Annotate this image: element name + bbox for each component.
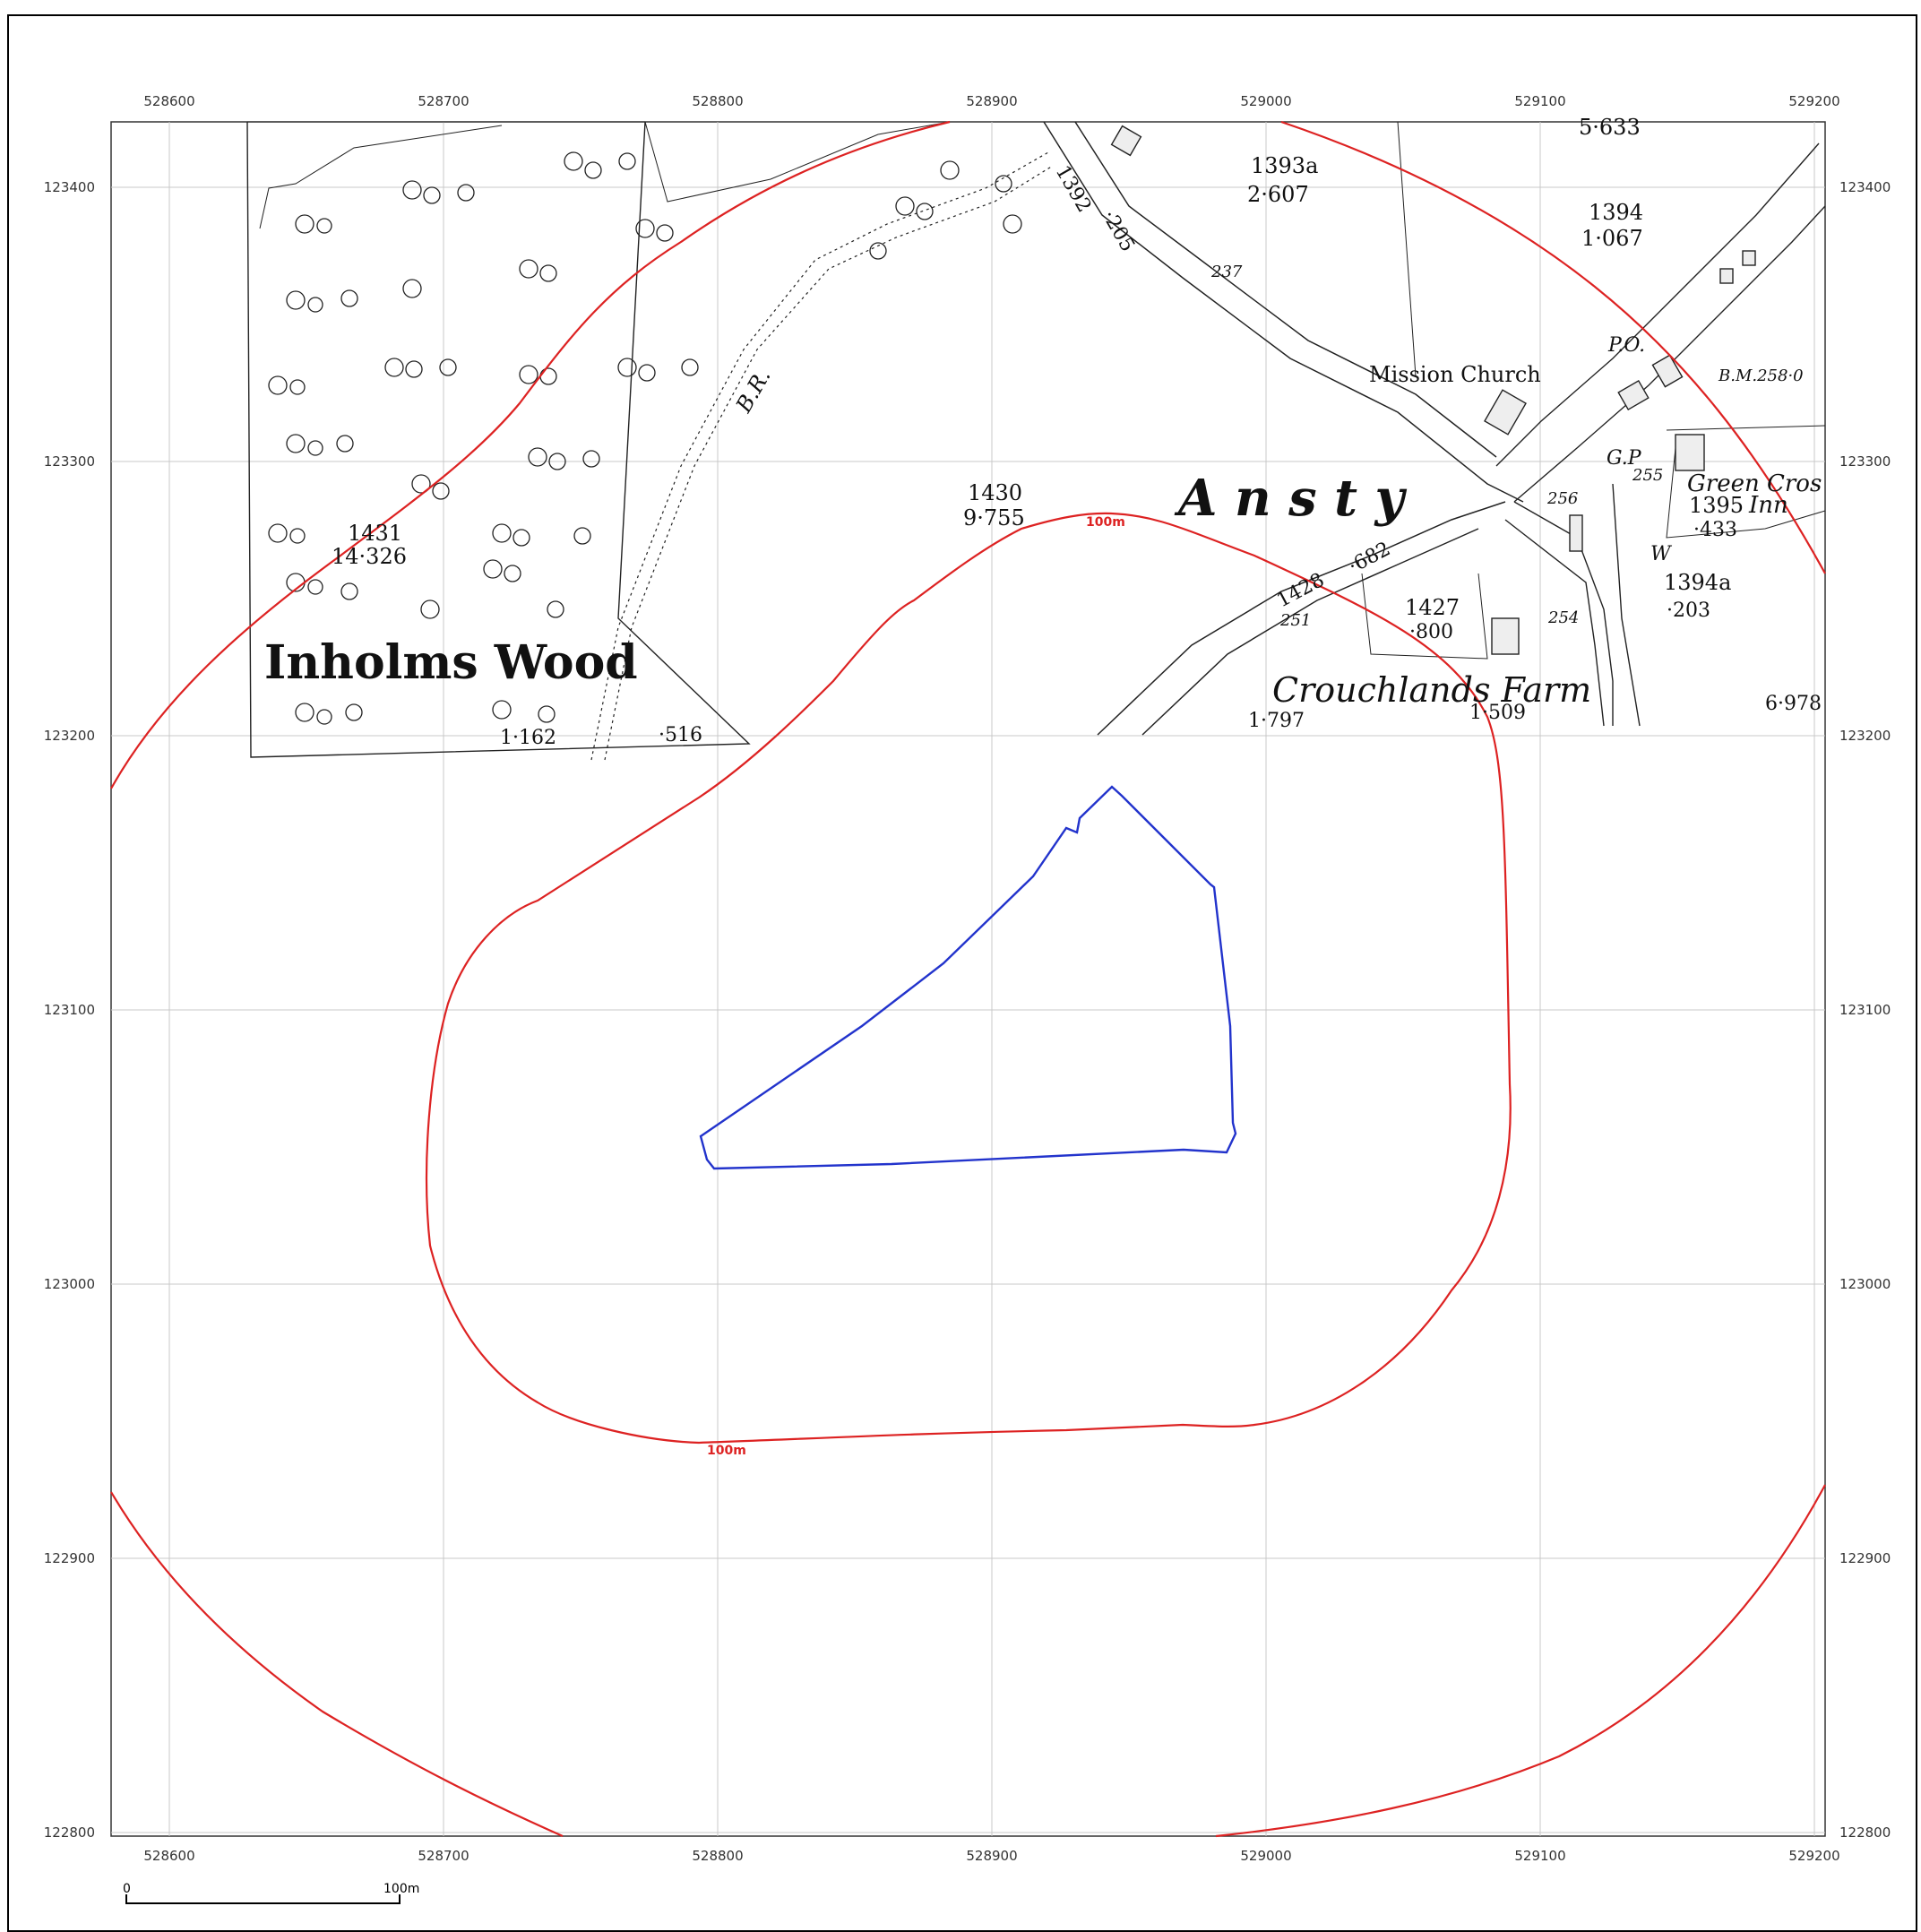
- area-label: ·516: [659, 724, 702, 746]
- parcel-id-1394: 1394: [1589, 200, 1643, 225]
- easting-tick: 528900: [966, 1848, 1017, 1864]
- area-label: 1·797: [1248, 710, 1305, 732]
- scale-bar-start-label: 0: [123, 1882, 131, 1896]
- easting-tick: 529000: [1240, 93, 1291, 109]
- area-label: 1·162: [500, 727, 556, 749]
- spot-height: 255: [1632, 466, 1663, 485]
- buffer-outer-arc-bottom: [110, 1484, 1826, 1838]
- easting-labels-bottom: 528600 528700 528800 528900 529000 52910…: [143, 1848, 1839, 1864]
- area-label: 5·633: [1579, 115, 1641, 140]
- northing-tick: 123100: [44, 1002, 95, 1018]
- parcel-area-1431: 14·326: [332, 544, 407, 569]
- place-label-wood: Inholms Wood: [264, 635, 638, 690]
- site-boundary: [699, 785, 1237, 1170]
- scale-bar-end-label: 100m: [383, 1882, 419, 1896]
- parcel-area-1393a: 2·607: [1247, 182, 1309, 207]
- map-area: [110, 121, 1826, 1837]
- northing-tick: 123000: [44, 1276, 95, 1292]
- parcel-id-1394a: 1394a: [1664, 570, 1731, 595]
- parcel-area-1395: ·433: [1693, 519, 1737, 541]
- spot-height: 256: [1546, 489, 1578, 508]
- buffer-label-bottom: 100m: [707, 1444, 746, 1458]
- easting-tick: 528600: [143, 93, 194, 109]
- easting-tick: 529200: [1788, 93, 1839, 109]
- easting-tick: 529200: [1788, 1848, 1839, 1864]
- grid-lines: [111, 122, 1825, 1836]
- easting-tick: 528700: [418, 93, 469, 109]
- northing-tick: 122900: [44, 1550, 95, 1566]
- northing-tick: 123100: [1839, 1002, 1891, 1018]
- area-label: 6·978: [1765, 693, 1822, 715]
- buffer-label-top: 100m: [1086, 515, 1125, 530]
- place-label-inn-2: Inn: [1748, 492, 1788, 519]
- parcel-area-1430: 9·755: [963, 505, 1025, 530]
- parcel-id-1431: 1431: [348, 521, 402, 546]
- parcel-area-1394: 1·067: [1581, 226, 1643, 251]
- northing-tick: 123400: [1839, 179, 1891, 195]
- parcel-id-1395: 1395: [1689, 493, 1744, 518]
- northing-tick: 123300: [44, 453, 95, 470]
- woodland-symbols: [268, 151, 1022, 725]
- northing-tick: 123200: [44, 728, 95, 744]
- northing-tick: 123400: [44, 179, 95, 195]
- easting-tick: 528600: [143, 1848, 194, 1864]
- northing-tick: 122800: [44, 1824, 95, 1841]
- northing-tick: 123300: [1839, 453, 1891, 470]
- area-label: 1·509: [1469, 702, 1526, 724]
- buffer-outer-arc-top: [110, 120, 951, 789]
- place-label-church: Mission Church: [1369, 362, 1541, 387]
- place-label-inn-1: Green Cros: [1687, 470, 1822, 497]
- northing-labels-left: 123400 123300 123200 123100 123000 12290…: [44, 179, 95, 1841]
- northing-tick: 122900: [1839, 1550, 1891, 1566]
- place-label-gp: G.P: [1607, 447, 1642, 470]
- place-label-village: A n s t y: [1174, 469, 1408, 528]
- spot-height: 254: [1547, 608, 1579, 627]
- parcel-id-1430: 1430: [968, 480, 1022, 505]
- easting-tick: 528800: [692, 93, 743, 109]
- easting-tick: 528900: [966, 93, 1017, 109]
- easting-tick: 528700: [418, 1848, 469, 1864]
- northing-tick: 123000: [1839, 1276, 1891, 1292]
- easting-tick: 529100: [1514, 93, 1565, 109]
- historic-map-overlay: [246, 121, 1826, 761]
- place-label-po: P.O.: [1607, 334, 1645, 357]
- easting-tick: 529100: [1514, 1848, 1565, 1864]
- parcel-area-1427: ·800: [1409, 621, 1453, 643]
- northing-labels-right: 123400 123300 123200 123100 123000 12290…: [1839, 179, 1891, 1841]
- buffer-100m: [426, 512, 1512, 1445]
- parcel-id-1393a: 1393a: [1251, 153, 1318, 178]
- northing-tick: 123200: [1839, 728, 1891, 744]
- easting-tick: 529000: [1240, 1848, 1291, 1864]
- parcel-area-1394a: ·203: [1667, 599, 1710, 622]
- easting-labels-top: 528600 528700 528800 528900 529000 52910…: [143, 93, 1839, 109]
- northing-tick: 122800: [1839, 1824, 1891, 1841]
- place-label-bench-mark: B.M.258·0: [1718, 367, 1804, 385]
- easting-tick: 528800: [692, 1848, 743, 1864]
- spot-height: 251: [1279, 611, 1311, 630]
- buffer-outer-arc-right: [1280, 120, 1826, 574]
- scale-bar: 0 100m: [123, 1882, 419, 1904]
- parcel-id-1427: 1427: [1405, 595, 1460, 620]
- place-label-farm: Crouchlands Farm: [1272, 670, 1591, 710]
- spot-height: 237: [1210, 263, 1243, 281]
- place-label-well: W: [1650, 543, 1673, 565]
